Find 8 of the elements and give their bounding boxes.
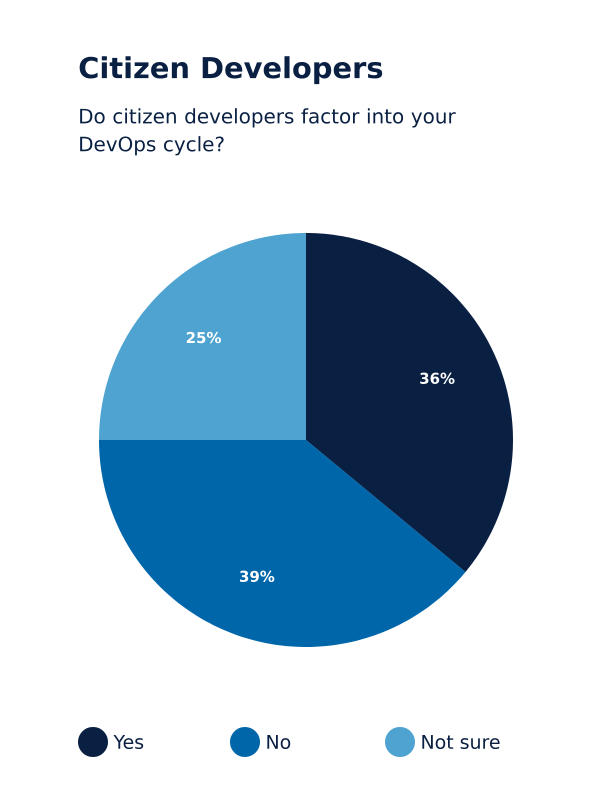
data-label: 25% bbox=[186, 332, 221, 344]
chart-title: Citizen Developers bbox=[80, 56, 382, 84]
data-label: 39% bbox=[240, 570, 274, 582]
legend-label: Yes bbox=[113, 734, 144, 750]
data-label: 36% bbox=[420, 372, 455, 384]
chart-subtitle: Do citizen developers factor into your DevOps cycle? bbox=[80, 108, 456, 156]
legend-label: No bbox=[267, 734, 290, 750]
legend-label: Not sure bbox=[422, 734, 500, 750]
